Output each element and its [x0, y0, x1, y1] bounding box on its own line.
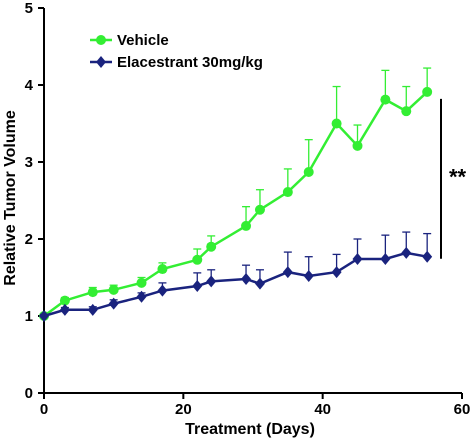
data-point	[352, 140, 363, 151]
series-line	[43, 251, 428, 318]
series-layer	[39, 67, 433, 322]
data-point	[206, 275, 217, 288]
series-line	[43, 90, 429, 318]
y-tick-label: 3	[25, 154, 33, 171]
data-point	[136, 277, 147, 288]
data-point	[87, 287, 98, 298]
data-point	[254, 277, 265, 290]
data-point	[303, 167, 314, 178]
significance-label: **	[449, 164, 467, 189]
y-tick-label: 2	[25, 231, 33, 248]
x-tick-label: 0	[40, 401, 48, 418]
data-point	[331, 118, 342, 129]
data-point	[352, 253, 363, 266]
data-point	[401, 246, 412, 259]
data-point	[108, 297, 119, 310]
legend-label: Elacestrant 30mg/kg	[117, 54, 263, 71]
axes: 0 1 2 3 4 5 0 20 40 60	[25, 0, 471, 418]
y-tick-label: 5	[25, 0, 33, 17]
data-point	[136, 290, 147, 303]
data-point	[422, 86, 433, 97]
data-point	[59, 295, 70, 306]
data-point	[282, 266, 293, 279]
series-vehicle	[39, 67, 433, 321]
y-tick-label: 0	[25, 385, 33, 402]
data-point	[401, 106, 412, 117]
data-point	[87, 303, 98, 316]
x-tick-label: 20	[175, 401, 192, 418]
data-point	[303, 269, 314, 282]
data-point	[192, 254, 203, 265]
x-tick-label: 40	[314, 401, 331, 418]
y-axis-label: Relative Tumor Volume	[2, 110, 19, 286]
data-point	[254, 204, 265, 215]
data-point	[282, 187, 293, 198]
legend-marker	[96, 56, 106, 68]
data-point	[206, 241, 217, 252]
annotation-layer: **	[440, 98, 467, 259]
data-point	[157, 284, 168, 297]
data-point	[422, 250, 433, 263]
data-point	[380, 253, 391, 266]
data-point	[59, 303, 70, 316]
y-tick-label: 1	[25, 308, 33, 325]
data-point	[380, 94, 391, 105]
data-point	[241, 220, 252, 231]
y-tick-label: 4	[25, 77, 34, 94]
series-elacestrant	[39, 231, 433, 322]
data-point	[157, 264, 168, 275]
legend: Vehicle Elacestrant 30mg/kg	[90, 32, 263, 71]
x-tick-label: 60	[454, 401, 471, 418]
data-point	[192, 279, 203, 292]
legend-marker	[96, 35, 106, 45]
legend-label: Vehicle	[117, 32, 169, 49]
data-point	[39, 310, 49, 322]
data-point	[331, 266, 342, 279]
data-point	[241, 273, 252, 286]
x-axis-label: Treatment (Days)	[185, 421, 315, 438]
data-point	[108, 284, 119, 295]
